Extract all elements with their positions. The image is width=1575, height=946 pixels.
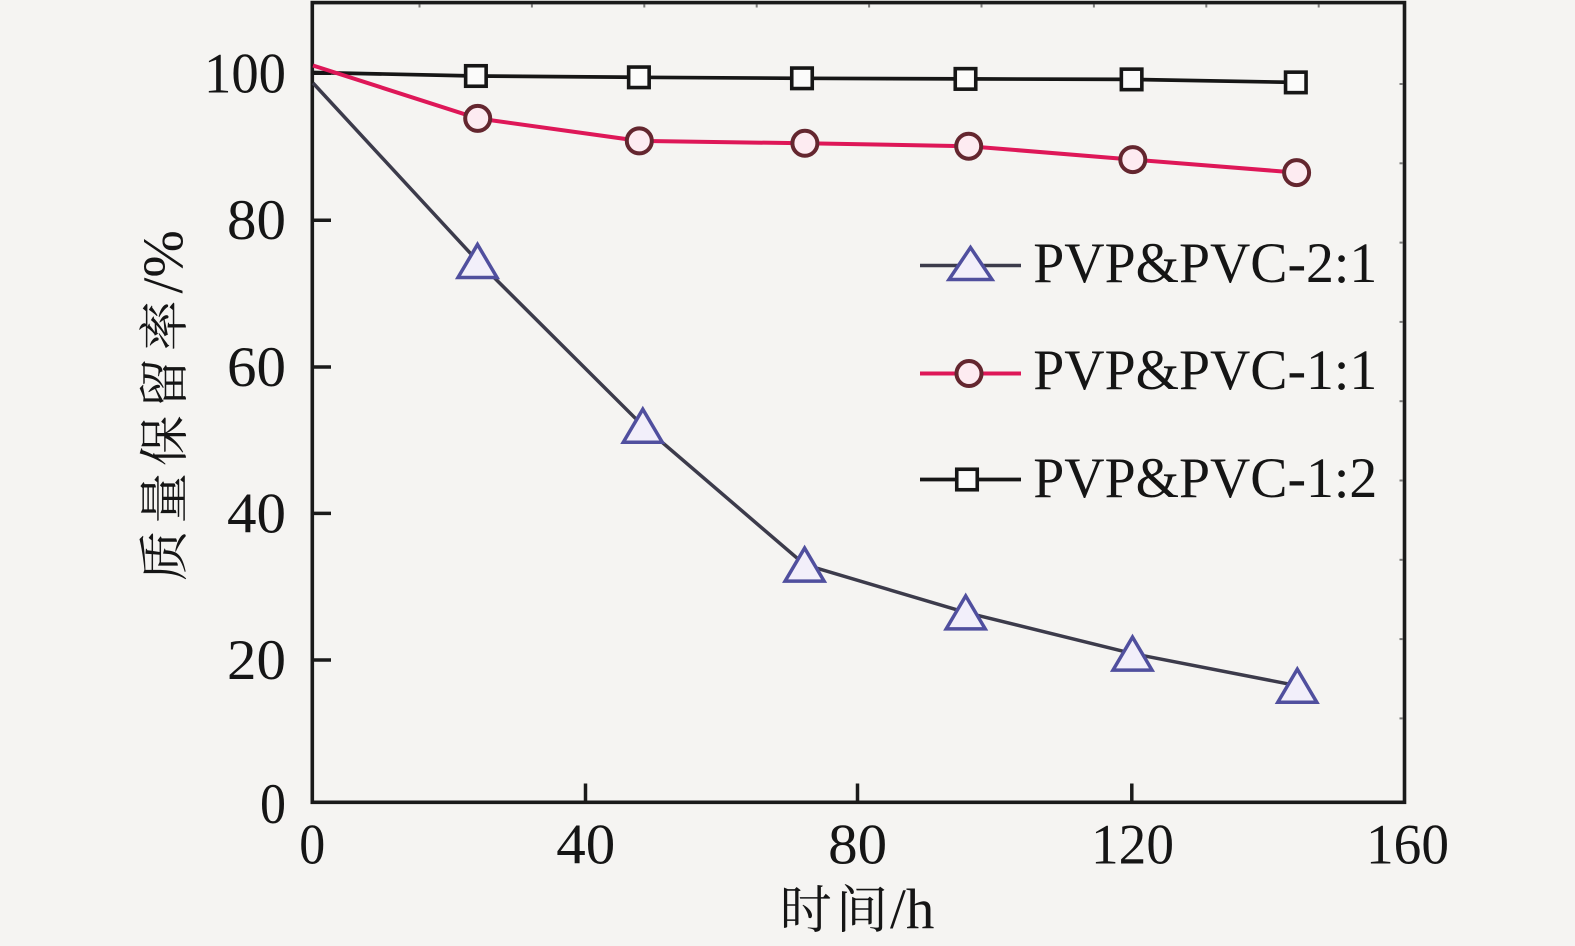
svg-text:120: 120 [1091,814,1174,877]
svg-text:80: 80 [828,814,887,877]
svg-text:40: 40 [227,482,286,545]
svg-text:0: 0 [260,773,286,836]
svg-text:0: 0 [299,814,325,877]
svg-text:PVP&PVC-1:1: PVP&PVC-1:1 [1033,339,1377,402]
svg-text:/%: /% [132,230,195,293]
svg-text:60: 60 [227,336,286,399]
svg-text:160: 160 [1366,814,1449,877]
svg-text:/h: /h [890,878,934,941]
svg-text:40: 40 [556,814,615,877]
svg-text:PVP&PVC-2:1: PVP&PVC-2:1 [1033,232,1377,295]
svg-text:100: 100 [204,42,286,105]
svg-text:80: 80 [227,189,286,252]
svg-text:PVP&PVC-1:2: PVP&PVC-1:2 [1033,447,1377,510]
svg-text:20: 20 [227,629,286,692]
